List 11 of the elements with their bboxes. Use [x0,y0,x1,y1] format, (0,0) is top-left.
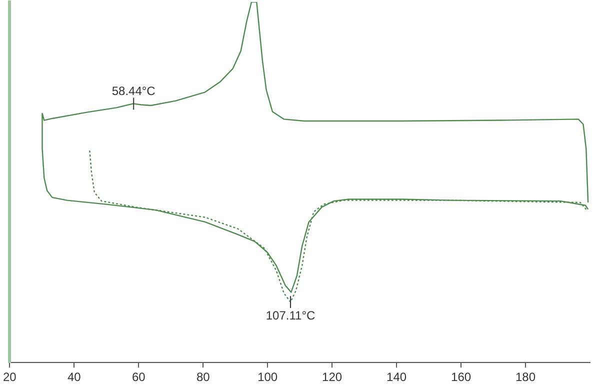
x-tick-label: 20 [2,370,17,384]
x-tick-label: 60 [132,370,146,384]
annotation: 58.44°C [112,84,156,98]
x-tick-label: 40 [67,370,82,384]
annotation: 107.11°C [266,308,316,322]
x-tick-label: 140 [386,370,407,384]
x-tick-label: 180 [516,370,536,384]
x-tick-label: 80 [196,370,210,384]
x-tick-label: 100 [258,370,278,384]
x-tick-label: 160 [451,370,472,384]
x-tick-label: 120 [322,370,342,384]
